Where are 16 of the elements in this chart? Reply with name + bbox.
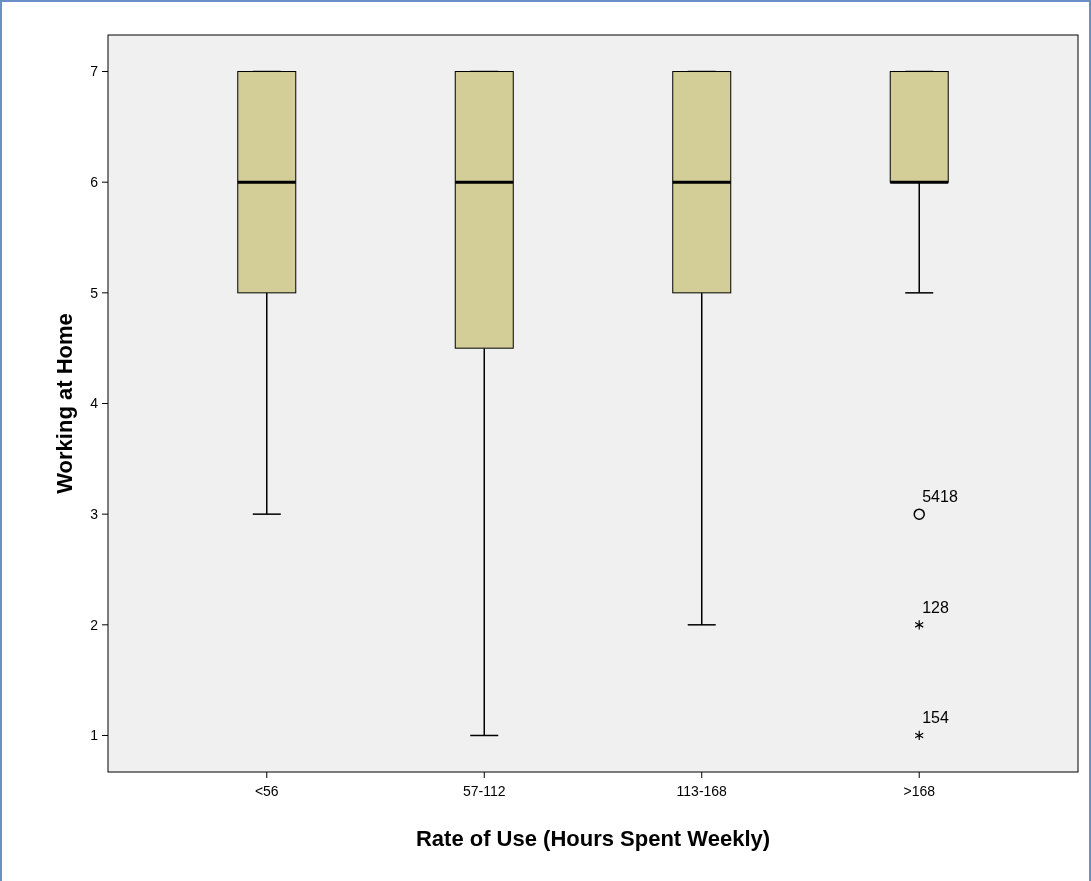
x-tick-label: 113-168: [676, 783, 728, 799]
annotation: 128: [922, 598, 950, 616]
x-axis-title: Rate of Use (Hours Spent Weekly): [415, 826, 771, 851]
y-axis-title: Working at Home: [52, 313, 77, 494]
y-tick-label: 7: [90, 63, 99, 80]
annotation: 154: [922, 709, 950, 727]
annotation: 5418: [922, 488, 958, 506]
y-tick-label: 4: [90, 395, 99, 412]
y-tick-label: 3: [90, 506, 99, 523]
x-tick-label: <56: [254, 783, 279, 799]
y-tick-label: 1: [90, 727, 99, 744]
x-tick-label: 57-112: [462, 783, 506, 799]
x-tick-label: >168: [903, 783, 936, 799]
y-tick-label: 2: [90, 616, 99, 633]
y-tick-label: 6: [90, 174, 99, 191]
y-tick-label: 5: [90, 284, 99, 301]
